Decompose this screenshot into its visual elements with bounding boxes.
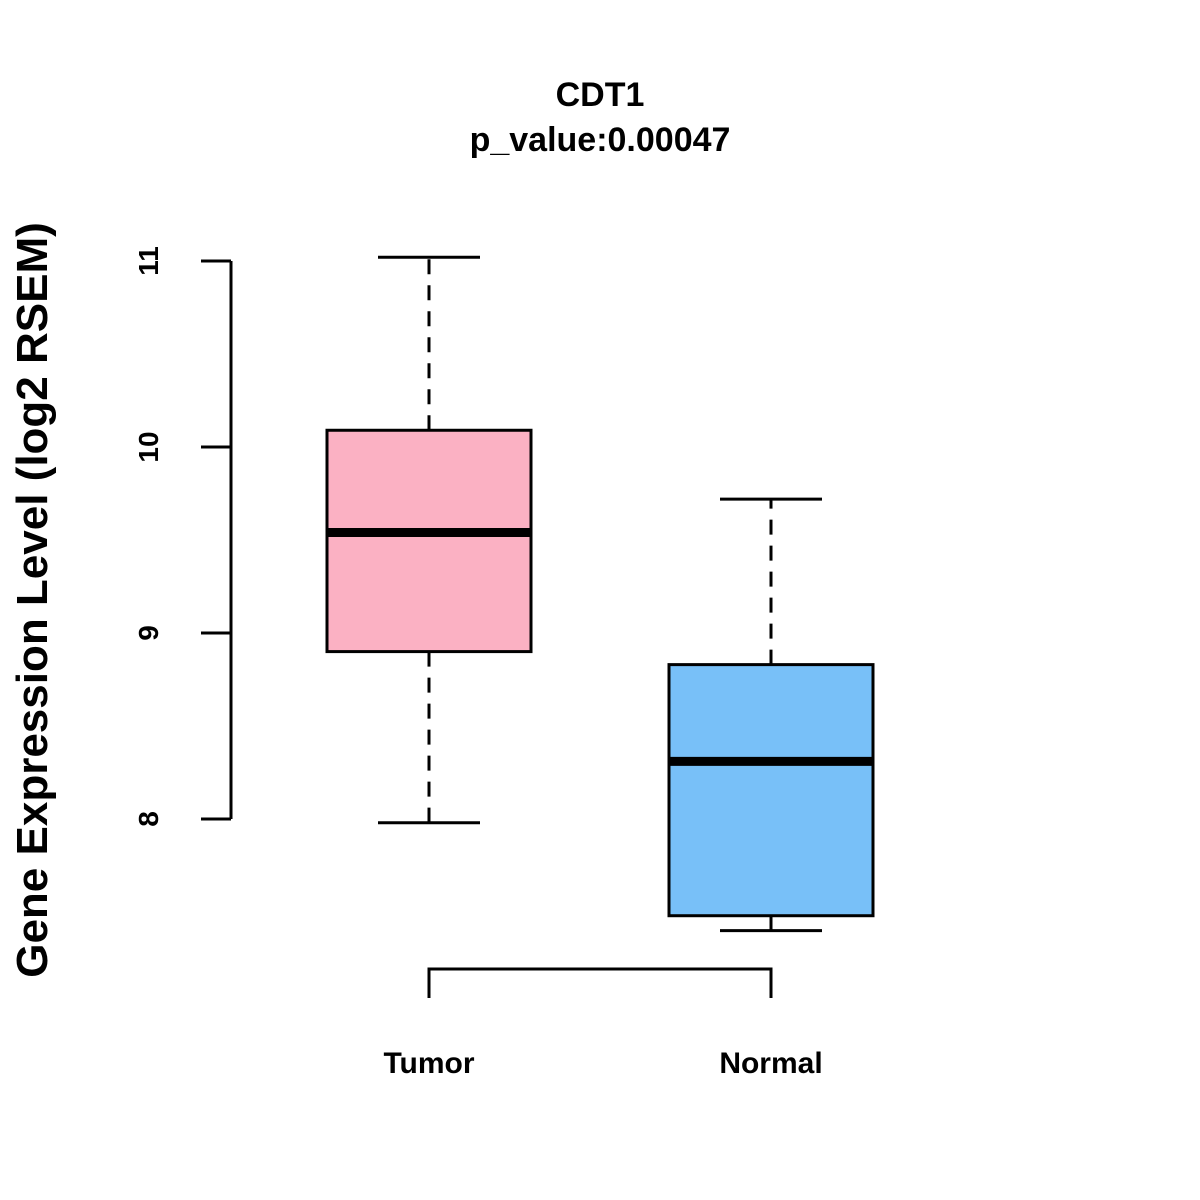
y-tick-label: 11 bbox=[133, 246, 164, 276]
comparison-bracket bbox=[427, 967, 773, 998]
y-tick-label: 9 bbox=[133, 625, 164, 641]
y-tick-label: 10 bbox=[133, 431, 164, 462]
y-axis-label: Gene Expression Level (log2 RSEM) bbox=[8, 222, 57, 978]
box-tumor bbox=[325, 255, 533, 825]
chart-title: CDT1 bbox=[556, 76, 645, 114]
boxes bbox=[325, 255, 875, 933]
iqr-box bbox=[325, 428, 533, 654]
x-category-label: Normal bbox=[719, 1047, 822, 1080]
box-normal bbox=[667, 497, 875, 933]
y-tick-label: 8 bbox=[133, 811, 164, 827]
significance-bracket bbox=[427, 967, 773, 998]
chart-subtitle: p_value:0.00047 bbox=[470, 121, 731, 159]
x-category-label: Tumor bbox=[383, 1047, 474, 1080]
iqr-box bbox=[667, 663, 875, 918]
y-axis: 8 9 10 11 bbox=[133, 246, 233, 827]
x-axis-labels: Tumor Normal bbox=[383, 1047, 822, 1080]
